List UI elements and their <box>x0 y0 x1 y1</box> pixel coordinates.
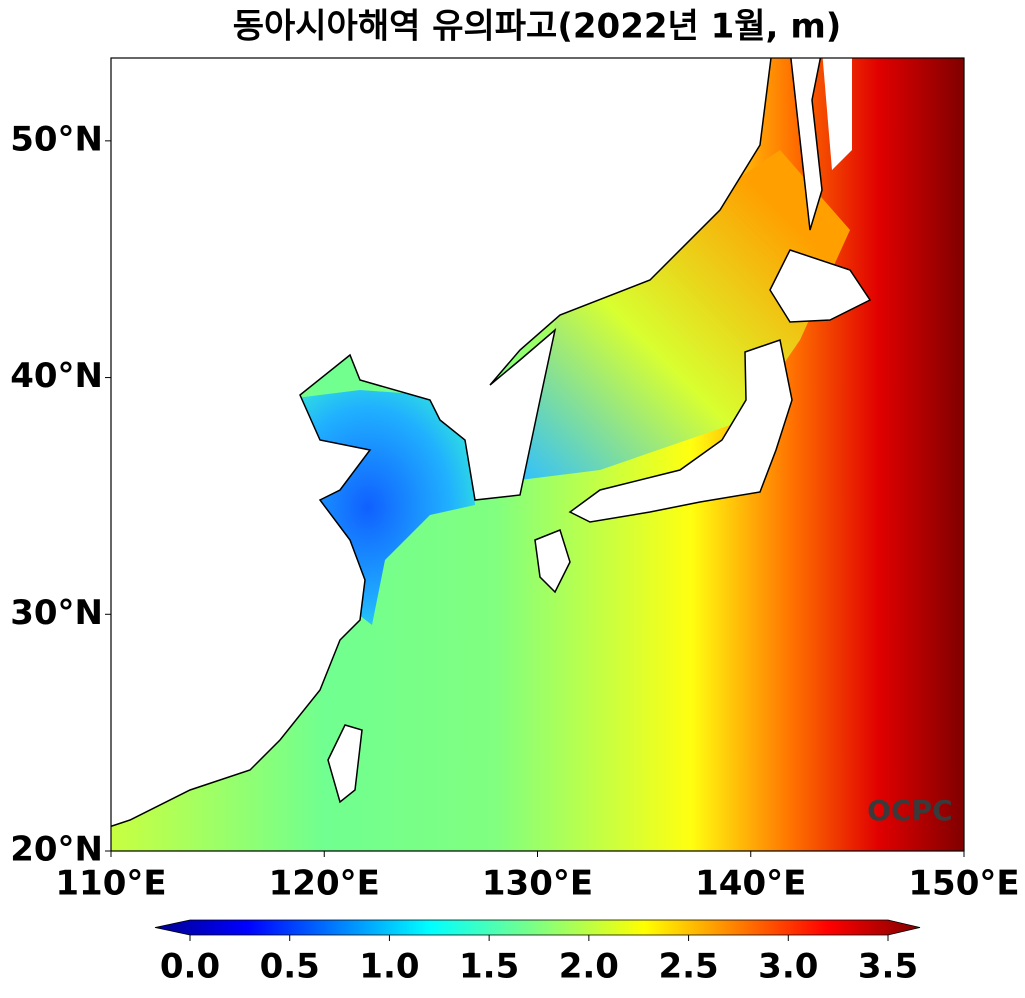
colorbar-tick-label: 2.0 <box>559 947 619 987</box>
hokkaido <box>769 249 872 323</box>
colorbar-tick-label: 1.0 <box>359 947 419 987</box>
colorbar-tick-label: 1.5 <box>459 947 519 987</box>
x-tick-label: 110°E <box>55 864 166 904</box>
y-tick-label: 20°N <box>10 830 103 870</box>
x-tick-label: 150°E <box>908 864 1019 904</box>
taiwan <box>327 724 363 804</box>
colorbar-tick-label: 3.5 <box>858 947 918 987</box>
y-tick-label: 50°N <box>10 119 103 159</box>
y-tick-label: 30°N <box>10 593 103 633</box>
x-tick-label: 140°E <box>695 864 806 904</box>
colorbar-tick-label: 2.5 <box>658 947 718 987</box>
title: 동아시아해역 유의파고(2022년 1월, m) <box>233 7 842 47</box>
land <box>111 58 872 828</box>
x-tick-label: 120°E <box>269 864 380 904</box>
sakhalin <box>790 58 823 231</box>
colorbar <box>154 919 921 936</box>
colorbar-tick-label: 0.0 <box>160 947 220 987</box>
mainland <box>111 58 772 828</box>
wave-field <box>111 58 964 851</box>
logo: OCPC <box>867 794 952 827</box>
colorbar-tick-label: 3.0 <box>758 947 818 987</box>
colorbar-tick-label: 0.5 <box>260 947 320 987</box>
x-tick-label: 130°E <box>482 864 593 904</box>
honshu <box>568 339 793 523</box>
y-tick-label: 40°N <box>10 356 103 396</box>
east-sea <box>520 150 850 480</box>
russia-east <box>822 58 852 170</box>
kyushu <box>534 529 571 594</box>
